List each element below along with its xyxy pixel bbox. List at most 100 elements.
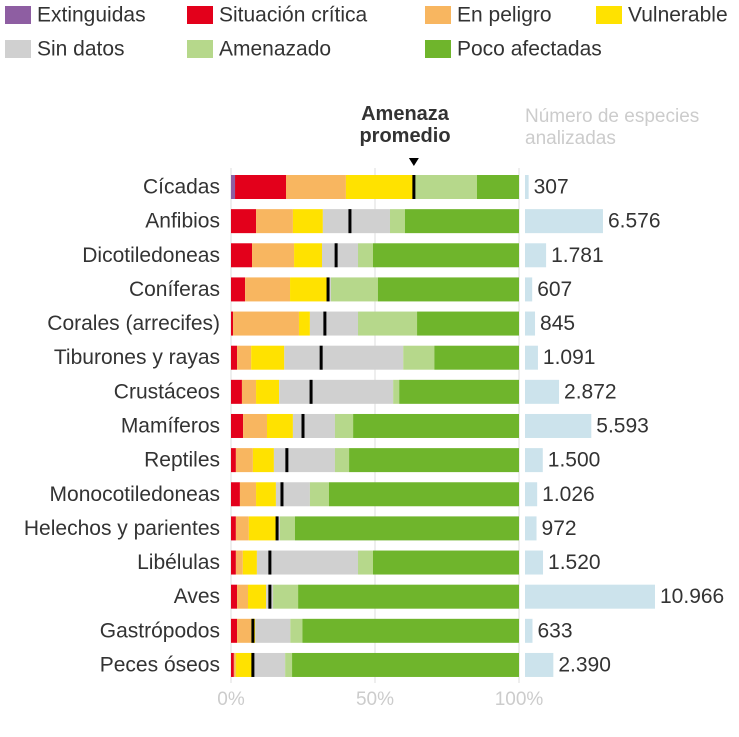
bar-segment <box>377 277 519 302</box>
average-marker <box>251 652 255 677</box>
bar-segment <box>294 243 323 268</box>
bar-segment <box>235 652 253 677</box>
bar-segment <box>413 175 477 199</box>
bar-segment <box>279 379 394 404</box>
bar-segment <box>239 482 257 507</box>
bar-segment <box>231 584 238 609</box>
bar-segment <box>286 175 346 199</box>
bar-segment <box>322 209 390 234</box>
count-bar <box>525 448 543 473</box>
bar-segment <box>294 516 519 541</box>
category-label: Reptiles <box>144 449 220 472</box>
count-label: 1.520 <box>548 551 601 574</box>
category-label: Monocotiledoneas <box>50 483 220 506</box>
legend-label: Sin datos <box>37 38 125 61</box>
bar-segment <box>353 413 519 438</box>
average-arrow <box>408 158 419 166</box>
bar-segment <box>231 516 236 541</box>
bar-segment <box>252 243 295 268</box>
bar-segment <box>237 584 248 609</box>
bar-segment <box>237 618 252 643</box>
bar-segment <box>399 379 519 404</box>
bar-segment <box>231 448 236 473</box>
bar-segment <box>252 652 286 677</box>
count-bar <box>525 243 547 268</box>
count-label: 1.500 <box>548 449 601 472</box>
x-tick-label: 50% <box>356 689 394 710</box>
category-label: Dicotiledoneas <box>82 244 220 267</box>
count-label: 607 <box>537 278 572 301</box>
bar-segment <box>404 209 519 234</box>
count-bar <box>525 413 592 438</box>
average-marker <box>268 584 272 609</box>
bar-segment <box>267 413 293 438</box>
count-label: 2.872 <box>564 380 617 403</box>
x-tick-label: 0% <box>217 689 245 710</box>
average-marker <box>285 448 289 473</box>
average-marker <box>323 311 327 336</box>
legend-swatch <box>5 40 31 58</box>
average-marker <box>334 243 338 268</box>
bar-segment <box>231 175 236 199</box>
count-label: 633 <box>538 619 573 642</box>
category-label: Coníferas <box>129 278 220 301</box>
count-label: 10.966 <box>660 585 724 608</box>
average-marker <box>275 516 279 541</box>
legend-swatch <box>425 40 451 58</box>
average-header: Amenaza promedio <box>359 103 451 147</box>
bar-segment <box>245 277 291 302</box>
bar-segment <box>292 209 323 234</box>
average-marker <box>280 482 284 507</box>
count-bar <box>525 311 536 336</box>
legend-label: Amenazado <box>219 38 331 61</box>
bar-segment <box>476 175 519 199</box>
count-bar <box>525 618 533 643</box>
count-label: 972 <box>542 517 577 540</box>
bar-segment <box>309 482 329 507</box>
bar-segment <box>231 209 257 234</box>
count-bar <box>525 652 554 677</box>
bar-segment <box>231 379 242 404</box>
bar-segment <box>358 311 418 336</box>
bar-segment <box>302 618 519 643</box>
category-label: Cícadas <box>143 176 220 199</box>
category-label: Libélulas <box>137 551 220 574</box>
count-label: 1.781 <box>551 244 604 267</box>
legend-label: Poco afectadas <box>457 38 602 61</box>
bar-segment <box>334 448 350 473</box>
bar-segment <box>251 345 285 370</box>
bar-segment <box>256 482 276 507</box>
bar-segment <box>349 448 519 473</box>
average-marker <box>348 209 352 234</box>
average-marker <box>319 345 323 370</box>
legend-label: En peligro <box>457 4 552 27</box>
average-marker <box>268 550 272 575</box>
category-label: Crustáceos <box>114 380 220 403</box>
count-bar <box>525 482 538 507</box>
legend-label: Vulnerable <box>628 4 728 27</box>
legend-label: Extinguidas <box>37 4 146 27</box>
bar-segment <box>298 584 519 609</box>
count-bar <box>525 550 544 575</box>
bar-segment <box>389 209 405 234</box>
category-label: Corales (arrecifes) <box>47 312 220 335</box>
bar-segment <box>298 311 310 336</box>
bar-segment <box>231 618 238 643</box>
bar-segment <box>248 516 276 541</box>
bar-segment <box>290 618 303 643</box>
category-label: Tiburones y rayas <box>54 346 220 369</box>
average-marker <box>301 413 305 438</box>
bar-segment <box>403 345 435 370</box>
bar-segment <box>358 550 373 575</box>
x-tick-label: 100% <box>495 689 544 710</box>
bar-segment <box>237 345 252 370</box>
count-label: 5.593 <box>596 415 649 438</box>
bar-segment <box>256 550 359 575</box>
average-marker <box>326 277 330 302</box>
average-marker <box>309 379 313 404</box>
bar-segment <box>290 277 329 302</box>
category-label: Anfibios <box>145 210 220 233</box>
count-bar <box>525 345 538 370</box>
